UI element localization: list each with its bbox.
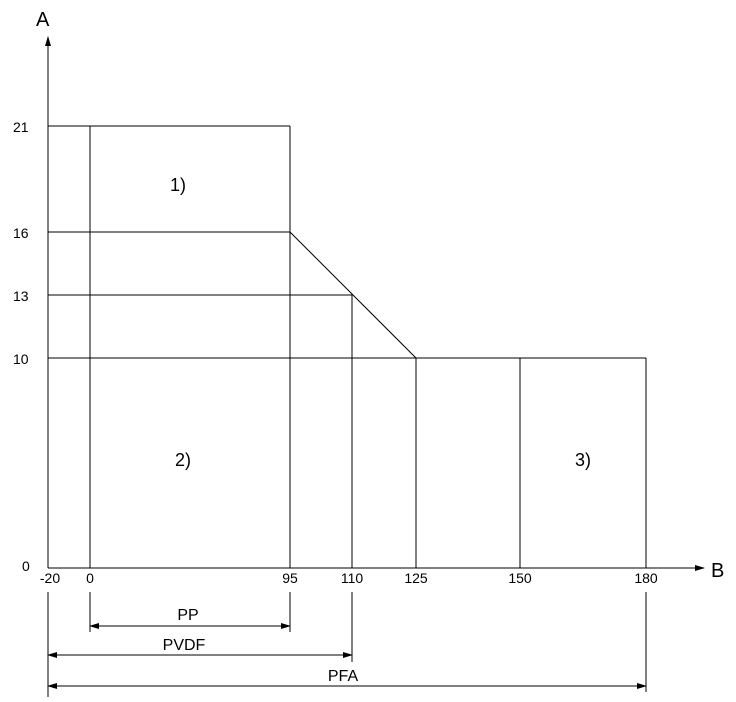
region-1-label: 1) xyxy=(170,175,186,195)
pp-range-label: PP xyxy=(177,607,198,624)
x-tick-110: 110 xyxy=(341,570,364,586)
region-2-label: 2) xyxy=(175,450,191,470)
x-tick-150: 150 xyxy=(508,570,532,586)
x-tick-minus20: -20 xyxy=(40,570,60,586)
y-tick-10: 10 xyxy=(13,351,29,367)
x-tick-180: 180 xyxy=(634,570,658,586)
x-tick-0: 0 xyxy=(86,570,94,586)
y-tick-13: 13 xyxy=(13,288,29,304)
pfa-range-label: PFA xyxy=(328,668,359,685)
region-3-label: 3) xyxy=(575,450,591,470)
diagonal-boundary xyxy=(289,231,417,359)
x-axis-label: B xyxy=(711,560,724,582)
y-axis-label: A xyxy=(36,9,50,31)
pvdf-range-label: PVDF xyxy=(163,637,206,654)
y-tick-16: 16 xyxy=(13,225,29,241)
x-tick-95: 95 xyxy=(282,570,298,586)
y-tick-21: 21 xyxy=(13,119,29,135)
x-tick-125: 125 xyxy=(404,570,428,586)
y-tick-0: 0 xyxy=(22,558,30,574)
